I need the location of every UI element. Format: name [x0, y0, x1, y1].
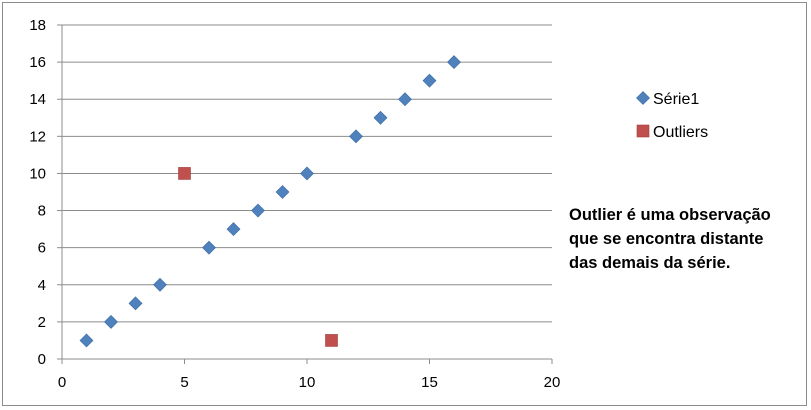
x-tick-label: 15 [421, 374, 438, 391]
y-tick-label: 2 [38, 314, 46, 331]
y-tick-label: 12 [29, 128, 46, 145]
y-tick-label: 10 [29, 165, 46, 182]
scatter-plot: 0 5 10 15 20 0 2 4 6 8 10 12 14 16 18 Série1 Outliers [29, 17, 708, 391]
serie1-point [300, 166, 314, 181]
annotation-text: Outlier é uma observação que se encontra… [569, 203, 804, 275]
x-tick-label: 5 [180, 374, 188, 391]
y-tick-label: 8 [38, 203, 46, 220]
outlier-point [178, 167, 191, 180]
data-points [79, 55, 461, 348]
serie1-point [422, 73, 437, 88]
y-tick-label: 6 [38, 240, 46, 257]
serie1-point [128, 296, 143, 311]
legend: Série1 Outliers [636, 91, 708, 141]
legend-label: Série1 [653, 91, 699, 108]
y-tick-label: 18 [29, 17, 46, 34]
y-tick-label: 14 [29, 91, 46, 108]
x-tick-label: 10 [299, 374, 316, 391]
serie1-point [202, 240, 216, 255]
serie1-point [398, 92, 412, 107]
x-axis-ticks: 0 5 10 15 20 [58, 359, 561, 391]
x-tick-label: 20 [544, 374, 561, 391]
serie1-point [275, 185, 290, 199]
annotation-line: das demais da série. [569, 254, 731, 272]
serie1-point [79, 333, 94, 348]
annotation-line: Outlier é uma observação [569, 206, 771, 224]
y-axis-ticks: 0 2 4 6 8 10 12 14 16 18 [29, 17, 62, 368]
serie1-point [104, 314, 118, 329]
x-tick-label: 0 [58, 374, 66, 391]
serie1-point [251, 203, 265, 218]
annotation-line: que se encontra distante [569, 230, 764, 248]
serie1-point [226, 222, 241, 237]
chart-area: 0 5 10 15 20 0 2 4 6 8 10 12 14 16 18 Série1 Outliers … [2, 2, 807, 406]
legend-label: Outliers [653, 124, 708, 141]
legend-diamond-icon [636, 91, 650, 105]
serie1-point [447, 55, 461, 70]
serie1-point [153, 277, 167, 292]
y-tick-label: 0 [38, 351, 46, 368]
y-tick-label: 4 [38, 277, 46, 294]
serie1-point [373, 110, 388, 125]
y-tick-label: 16 [29, 54, 46, 71]
outlier-point [325, 334, 338, 347]
legend-square-icon [636, 124, 650, 138]
serie1-point [349, 129, 363, 144]
